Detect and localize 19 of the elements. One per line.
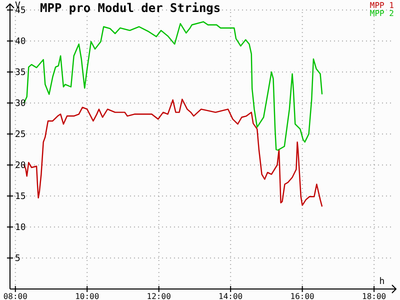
chart-title: MPP pro Modul der Strings: [40, 1, 221, 15]
text: MPP 2: [370, 9, 394, 18]
y-tick-label: 20: [15, 161, 26, 172]
x-tick-label: 10:00: [75, 292, 100, 300]
y-tick-label: 15: [15, 192, 26, 202]
y-tick-label: 30: [15, 99, 26, 110]
y-tick-label: 45: [15, 6, 26, 16]
x-tick-label: 16:00: [290, 292, 315, 300]
x-tick-label: 18:00: [362, 292, 386, 300]
y-tick-label: 25: [15, 130, 26, 140]
text: MPP 1: [370, 1, 394, 10]
x-tick-label: 12:00: [146, 292, 172, 300]
y-tick-label: 5: [15, 254, 20, 264]
x-tick-label: 08:00: [3, 292, 28, 300]
x-axis-title: h: [379, 277, 385, 287]
y-tick-label: 40: [15, 37, 26, 48]
y-tick-label: 35: [15, 68, 26, 78]
y-tick-label: 10: [15, 223, 26, 234]
x-tick-label: 14:00: [218, 292, 243, 300]
